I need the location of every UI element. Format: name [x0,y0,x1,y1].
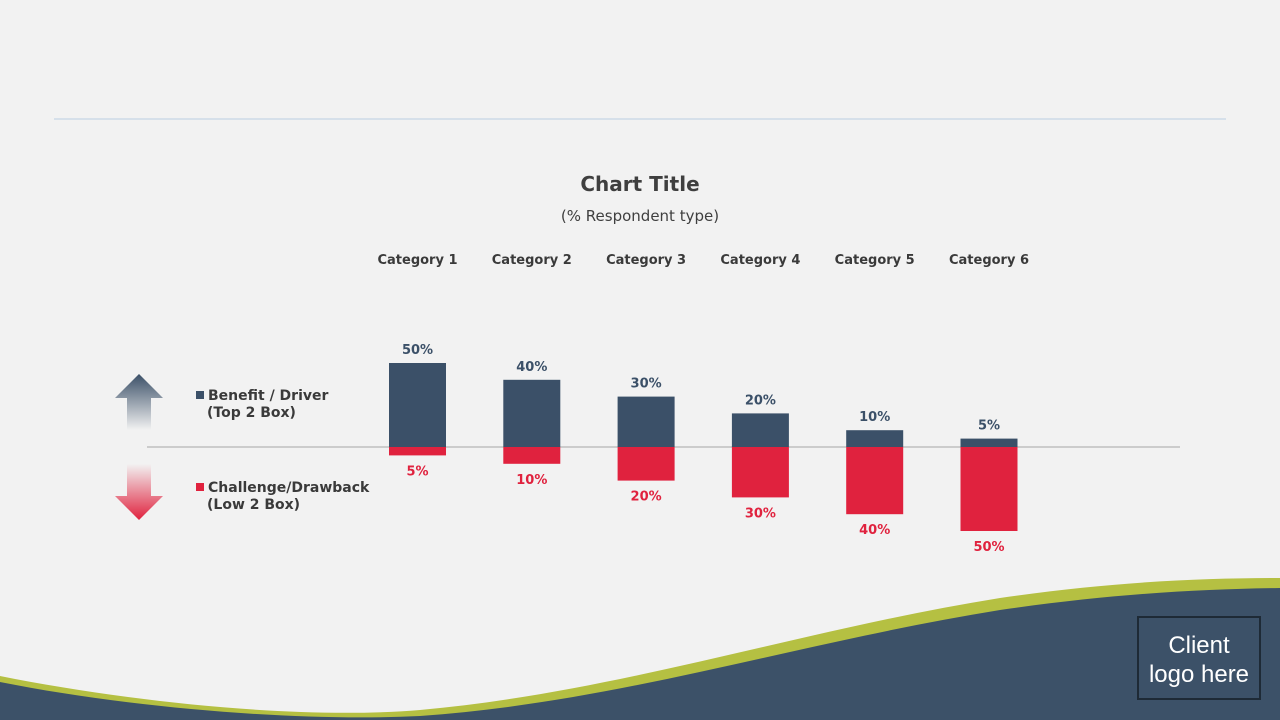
category-label: Category 2 [492,253,572,268]
benefit-value-label: 50% [402,343,433,358]
benefit-value-label: 10% [859,410,890,425]
challenge-value-label: 40% [859,523,890,538]
category-label: Category 1 [377,253,457,268]
challenge-value-label: 20% [631,490,662,505]
legend-benefit: Benefit / Driver (Top 2 Box) [196,388,328,422]
legend-benefit-sublabel: (Top 2 Box) [207,405,296,421]
challenge-bar [389,447,446,456]
top-divider [54,118,1226,120]
benefit-bar [503,379,561,447]
category-label: Category 3 [606,253,686,268]
legend-challenge-label: Challenge/Drawback [208,480,370,496]
client-logo-line2: logo here [1148,661,1250,688]
down-arrow-icon [115,464,163,520]
chart-subtitle: (% Respondent type) [560,207,720,225]
challenge-bar [503,447,561,464]
chart-area: Category 1 Category 2 Category 3 Category 4… [115,253,1180,555]
challenge-value-label: 50% [973,540,1004,555]
benefit-bar [960,438,1018,447]
benefit-bar [617,396,675,447]
legend-challenge: Challenge/Drawback (Low 2 Box) [196,480,369,514]
legend-benefit-label: Benefit / Driver [208,388,329,404]
legend-benefit-swatch [196,391,204,399]
category-label: Category 4 [720,253,800,268]
category-label: Category 5 [835,253,915,268]
footer-wave [0,578,1280,720]
benefit-bar [846,430,904,447]
challenge-value-label: 30% [745,506,776,521]
client-logo-line1: Client [1168,632,1230,659]
legend-challenge-sublabel: (Low 2 Box) [207,497,301,513]
benefit-value-label: 20% [745,393,776,408]
challenge-bar [960,447,1018,531]
benefit-value-label: 5% [978,419,1000,434]
legend-challenge-swatch [196,483,204,491]
challenge-bar [617,447,675,481]
category-label: Category 6 [949,253,1029,268]
challenge-value-label: 5% [406,464,428,479]
benefit-value-label: 30% [631,377,662,392]
benefit-bar [389,363,446,447]
up-arrow-icon [115,374,163,430]
benefit-bar [731,413,789,447]
challenge-bar [846,447,904,515]
footer-navy-wave [0,588,1280,720]
chart-title: Chart Title [580,172,700,196]
challenge-value-label: 10% [516,473,547,488]
client-logo-placeholder[interactable]: Client logo here [1137,616,1261,700]
benefit-value-label: 40% [516,360,547,375]
challenge-bar [731,447,789,498]
